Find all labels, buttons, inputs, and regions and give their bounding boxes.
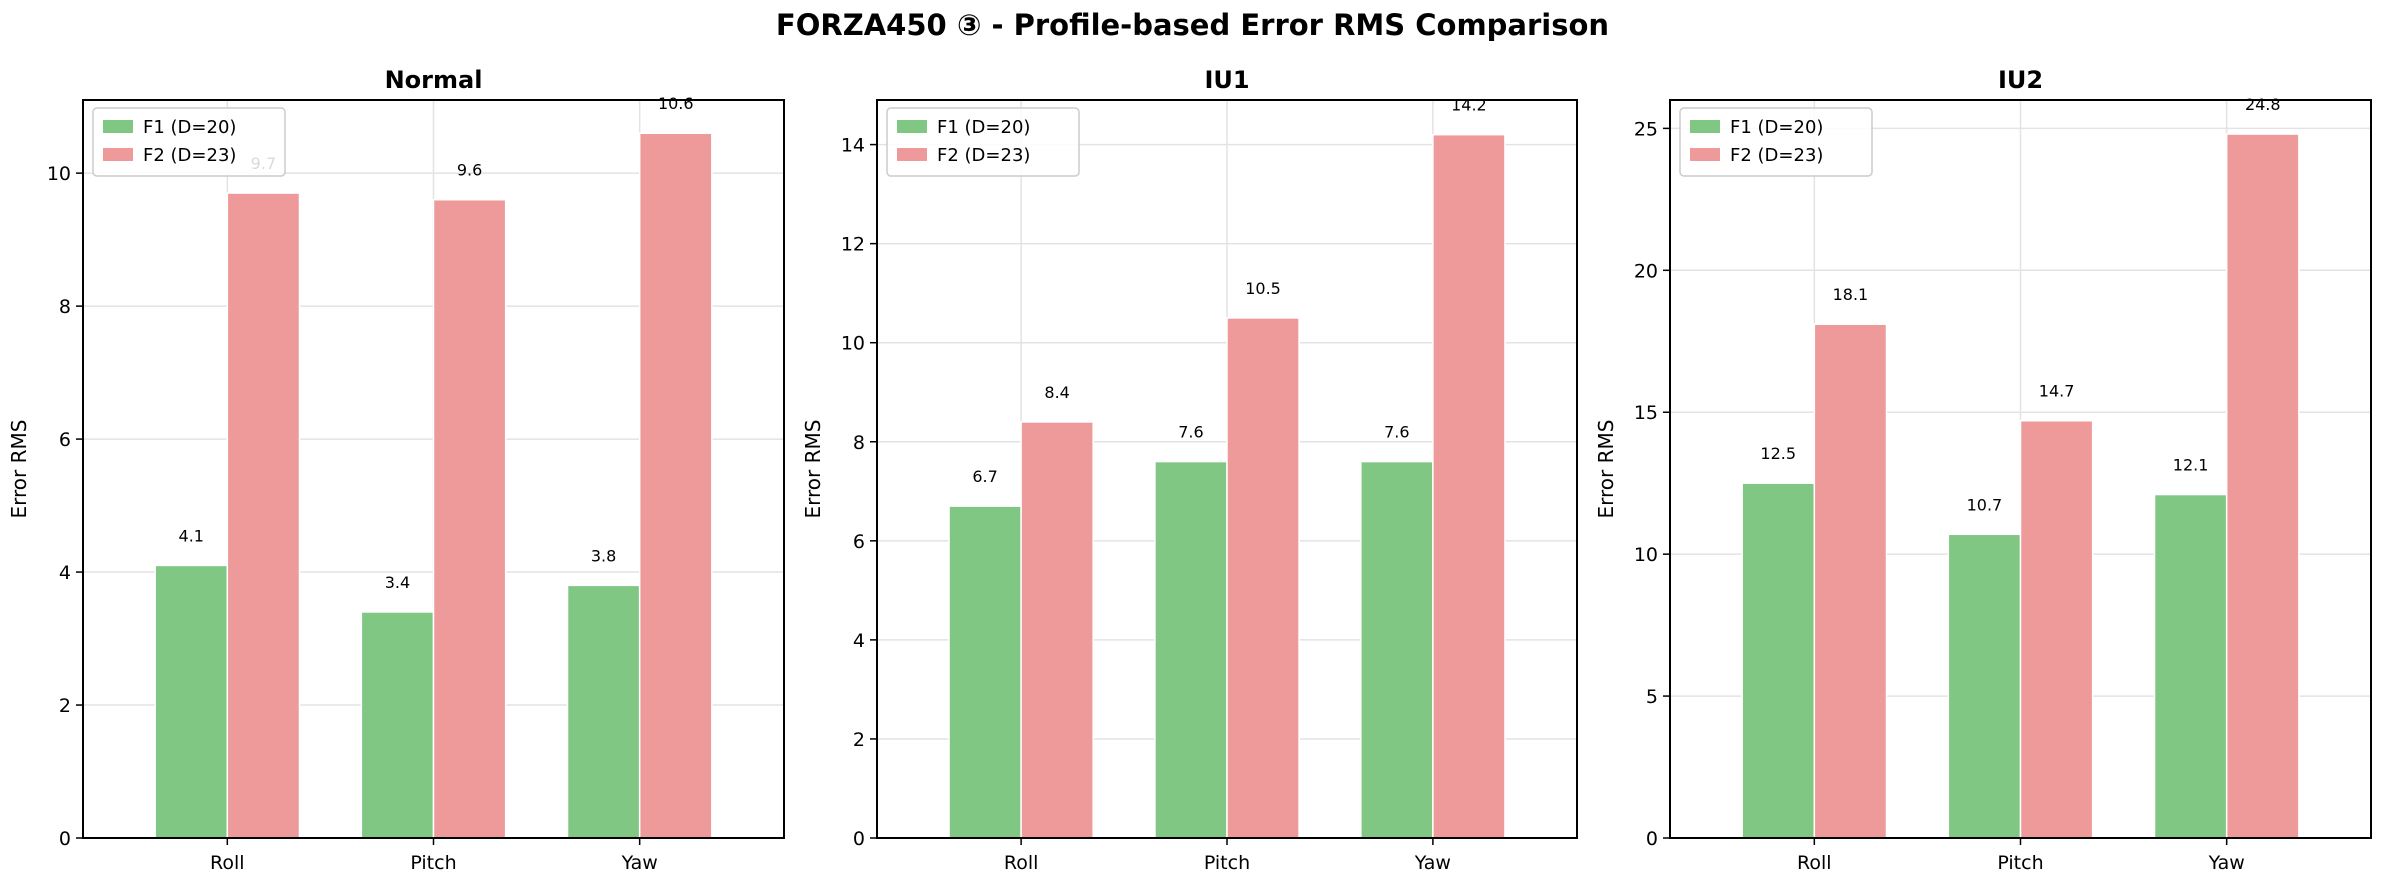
x-tick-label: Roll [1004, 852, 1039, 874]
bar-pitch-series-2 [432, 198, 507, 839]
bar-yaw-series-1 [1360, 460, 1434, 839]
x-tick-label: Pitch [1997, 852, 2043, 874]
bar-roll-series-1 [1741, 482, 1816, 839]
y-tick-label: 14 [841, 135, 865, 157]
legend-box [92, 107, 286, 177]
legend: F1 (D=20) F2 (D=23) [92, 107, 286, 177]
bar-yaw-series-1 [2153, 493, 2228, 839]
data-label: 14.2 [1451, 96, 1487, 115]
bar-roll-series-2 [1813, 323, 1888, 839]
panel-title: Normal [385, 66, 483, 94]
legend-label: F2 (D=23) [1730, 145, 1823, 166]
bar-roll-series-1 [154, 564, 229, 839]
bar-pitch-series-2 [1226, 317, 1300, 839]
legend-label: F1 (D=20) [1730, 117, 1823, 138]
legend-swatch [1690, 120, 1720, 133]
data-label: 3.4 [385, 573, 410, 592]
y-tick-label: 6 [853, 531, 865, 553]
y-tick-label: 5 [1646, 686, 1658, 708]
legend-label: F1 (D=20) [143, 117, 236, 138]
legend-swatch [103, 148, 133, 161]
legend-swatch [1690, 148, 1720, 161]
bar-roll-series-1 [948, 505, 1022, 839]
x-tick-label: Yaw [621, 852, 658, 874]
data-label: 4.1 [179, 526, 204, 545]
data-label: 12.1 [2173, 456, 2209, 475]
bar-roll-series-2 [226, 192, 301, 839]
y-tick-label: 25 [1634, 118, 1658, 140]
y-tick-label: 10 [841, 333, 865, 355]
bar-pitch-series-1 [360, 611, 435, 839]
y-tick-label: 2 [853, 729, 865, 751]
x-tick-label: Pitch [1204, 852, 1250, 874]
data-label: 14.7 [2039, 382, 2075, 401]
data-label: 8.4 [1044, 383, 1069, 402]
legend-swatch [103, 120, 133, 133]
bar-yaw-series-2 [2225, 133, 2300, 839]
y-tick-label: 0 [59, 828, 71, 850]
data-label: 12.5 [1760, 444, 1796, 463]
y-tick-label: 6 [59, 429, 71, 451]
panel-title: IU2 [1998, 66, 2043, 94]
y-tick-label: 8 [853, 432, 865, 454]
data-label: 7.6 [1384, 423, 1409, 442]
x-tick-label: Yaw [2208, 852, 2245, 874]
data-label: 10.6 [658, 94, 694, 113]
data-label: 6.7 [972, 467, 997, 486]
chart-panel-1: 4.13.43.89.79.610.60246810RollPitchYawNo… [7, 66, 785, 874]
y-tick-label: 15 [1634, 402, 1658, 424]
x-tick-label: Yaw [1414, 852, 1451, 874]
legend-label: F1 (D=20) [937, 117, 1030, 138]
y-axis-label: Error RMS [801, 420, 825, 519]
panel-title: IU1 [1204, 66, 1249, 94]
y-tick-label: 0 [1646, 828, 1658, 850]
legend: F1 (D=20) F2 (D=23) [1679, 107, 1873, 177]
chart-panel-3: 12.5 10.7 12.1 18.1 14.7 24.8 0 5 10 15 20 25 Roll Pi… [1594, 66, 2372, 874]
y-axis-label: Error RMS [7, 420, 31, 519]
legend: F1 (D=20) F2 (D=23) [886, 107, 1080, 177]
bar-yaw-series-1 [566, 584, 641, 839]
data-label: 18.1 [1833, 285, 1869, 304]
figure-title: FORZA450 ③ - Profile-based Error RMS Com… [775, 8, 1610, 42]
x-tick-label: Pitch [410, 852, 456, 874]
bar-yaw-series-2 [638, 132, 713, 839]
data-label: 10.7 [1967, 495, 2003, 514]
y-axis-label: Error RMS [1594, 420, 1618, 519]
y-tick-label: 4 [59, 562, 71, 584]
legend-box [1679, 107, 1873, 177]
legend-box [886, 107, 1080, 177]
y-tick-label: 2 [59, 695, 71, 717]
y-tick-label: 8 [59, 296, 71, 318]
bar-pitch-series-1 [1154, 460, 1228, 839]
bar-roll-series-2 [1020, 421, 1094, 839]
bar-yaw-series-2 [1432, 133, 1506, 839]
data-label: 9.6 [457, 161, 482, 180]
legend-label: F2 (D=23) [143, 145, 236, 166]
y-tick-label: 12 [841, 234, 865, 256]
data-label: 10.5 [1245, 279, 1281, 298]
legend-swatch [897, 148, 927, 161]
y-tick-label: 0 [853, 828, 865, 850]
bar-pitch-series-2 [2019, 419, 2094, 839]
bar-pitch-series-1 [1947, 533, 2022, 839]
data-label: 24.8 [2245, 95, 2281, 114]
y-tick-label: 20 [1634, 260, 1658, 282]
y-tick-label: 4 [853, 630, 865, 652]
legend-label: F2 (D=23) [937, 145, 1030, 166]
data-label: 7.6 [1178, 423, 1203, 442]
legend-swatch [897, 120, 927, 133]
chart-panel-2: 6.7 7.6 7.6 8.4 10.5 14.2 0 2 4 6 8 10 12 14 Roll Pitch… [801, 66, 1578, 874]
x-tick-label: Roll [1797, 852, 1832, 874]
x-tick-label: Roll [210, 852, 245, 874]
y-tick-label: 10 [1634, 544, 1658, 566]
data-label: 3.8 [591, 546, 616, 565]
y-tick-label: 10 [47, 163, 71, 185]
